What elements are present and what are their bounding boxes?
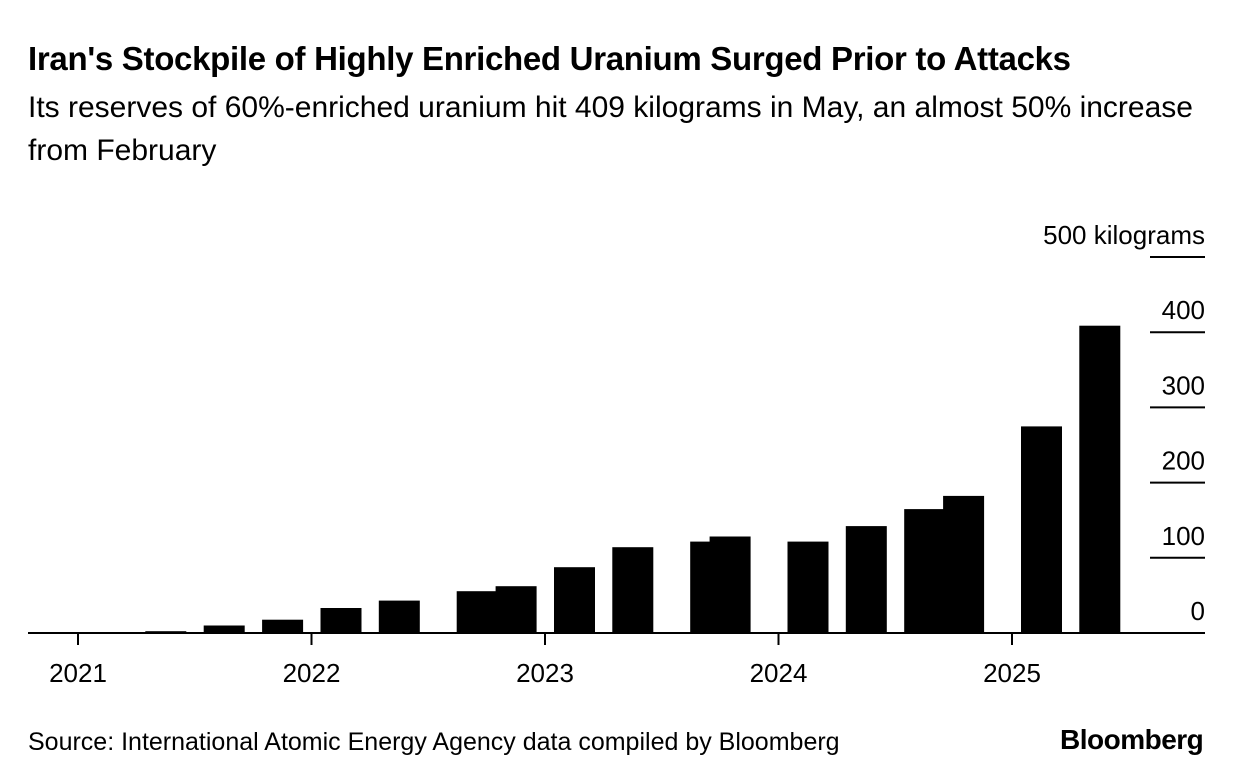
bar-2021-11 <box>262 619 304 633</box>
bar-2022-09 <box>456 591 498 633</box>
bars <box>145 325 1121 633</box>
bloomberg-logo: Bloomberg <box>1060 724 1204 755</box>
bar-2024-08 <box>904 509 946 633</box>
bar-2022-02 <box>320 608 362 633</box>
bar-2024-02 <box>787 541 829 633</box>
x-tick-label-2023: 2023 <box>516 658 574 688</box>
bar-2024-10 <box>943 495 985 633</box>
bar-2022-05 <box>378 600 420 633</box>
bar-2025-02 <box>1021 426 1062 633</box>
y-tick-label-200: 200 <box>1162 446 1205 476</box>
bar-2022-11 <box>495 586 537 633</box>
x-tick-label-2024: 2024 <box>750 658 808 688</box>
bar-2024-05 <box>845 526 887 633</box>
y-axis: 0 100 200 300 400 500 kilograms <box>1043 220 1205 626</box>
x-tick-label-2025: 2025 <box>983 658 1041 688</box>
y-tick-label-300: 300 <box>1162 370 1205 400</box>
x-tick-label-2021: 2021 <box>49 658 107 688</box>
y-tick-label-0: 0 <box>1191 596 1205 626</box>
bar-2023-05 <box>612 547 654 633</box>
x-tick-label-2022: 2022 <box>283 658 341 688</box>
chart-title: Iran's Stockpile of Highly Enriched Uran… <box>28 40 1071 77</box>
y-tick-label-400: 400 <box>1162 295 1205 325</box>
bar-2025-05 <box>1079 325 1121 633</box>
y-tick-label-100: 100 <box>1162 521 1205 551</box>
bar-2021-08 <box>203 625 245 633</box>
source-note: Source: International Atomic Energy Agen… <box>28 728 840 756</box>
bar-2023-02 <box>554 567 595 633</box>
bar-2023-10 <box>709 536 751 633</box>
x-axis: 2021 2022 2023 2024 2025 <box>28 632 1205 688</box>
chart-subtitle: Its reserves of 60%-enriched uranium hit… <box>28 91 1193 167</box>
y-tick-label-500: 500 kilograms <box>1043 220 1205 250</box>
